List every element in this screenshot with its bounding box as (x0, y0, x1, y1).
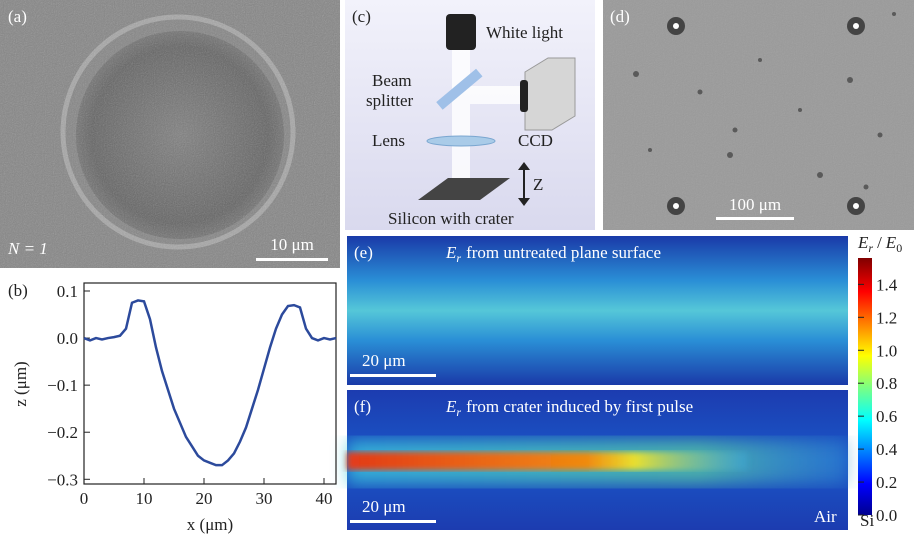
panel-a: (a) N = 1 10 μm (0, 0, 340, 268)
colorbar-scale (858, 258, 872, 515)
y-tick-label: −0.2 (47, 423, 78, 442)
x-tick-label: 40 (316, 489, 333, 508)
panel-d: (d) 100 μm (603, 0, 914, 230)
panel-label: (c) (352, 7, 371, 26)
noise (603, 0, 914, 230)
scale-bar (350, 520, 436, 523)
beam-core (347, 452, 747, 470)
label: White light (486, 23, 563, 42)
colorbar-tick-label: 1.4 (876, 275, 898, 294)
medium-label: Air (814, 507, 837, 526)
lamp (446, 14, 476, 50)
caption-text: from untreated plane surface (466, 243, 661, 262)
ccd-lens (520, 80, 528, 112)
symbol: E (885, 233, 897, 252)
colorbar-tick-label: 0.0 (876, 506, 897, 525)
panel-c: (c) White light Beam splitter Lens CCD Z… (345, 0, 595, 230)
caption: Er from crater induced by first pulse (445, 397, 693, 419)
symbol: E (445, 243, 457, 262)
label: splitter (366, 91, 414, 110)
colorbar-tick-label: 0.8 (876, 374, 897, 393)
panel-f: (f) Er from crater induced by first pulse… (347, 390, 874, 530)
x-axis-label: x (μm) (187, 515, 233, 534)
colorbar-tick-label: 1.0 (876, 341, 897, 360)
symbol: E (857, 233, 869, 252)
symbol: E (445, 397, 457, 416)
subscript: r (456, 405, 461, 419)
y-axis-label: z (μm) (11, 361, 30, 406)
panel-label: (e) (354, 243, 373, 262)
subscript: 0 (896, 241, 902, 255)
panel-e: (e) Er from untreated plane surface 20 μm (347, 236, 848, 385)
arrow-head (518, 162, 530, 170)
scale-bar-label: 20 μm (362, 351, 406, 370)
y-tick-label: −0.1 (47, 376, 78, 395)
plot-frame (83, 282, 337, 485)
x-tick-label: 30 (256, 489, 273, 508)
particles (633, 12, 896, 190)
panel-label: (d) (610, 7, 630, 26)
colorbar-tick-label: 0.2 (876, 473, 897, 492)
y-tick-label: 0.1 (57, 282, 78, 301)
x-tick-label: 10 (136, 489, 153, 508)
subscript: r (456, 251, 461, 265)
data-line (83, 299, 337, 467)
panel-b: (b) x (μm) z (μm) 0 10 20 30 40 0.1 0.0 −0.1 −0.… (8, 281, 337, 534)
panel-label: (f) (354, 397, 371, 416)
caption-text: from crater induced by first pulse (466, 397, 693, 416)
sample (418, 178, 510, 200)
noise (0, 0, 340, 268)
light-beam (452, 50, 470, 186)
scale-bar (256, 258, 328, 261)
colorbar-tick-label: 1.2 (876, 308, 897, 327)
label: Z (533, 175, 543, 194)
beam-splitter (436, 68, 483, 110)
caption: Er from untreated plane surface (445, 243, 661, 265)
scale-bar (716, 217, 794, 220)
medium-label: Si (860, 511, 874, 530)
light-beam (470, 86, 525, 104)
x-tick-label: 0 (80, 489, 89, 508)
label: Silicon with crater (388, 209, 514, 228)
colorbar-tick-label: 0.4 (876, 440, 898, 459)
ccd (524, 57, 576, 131)
x-tick-label: 20 (196, 489, 213, 508)
panel-label: (a) (8, 7, 27, 26)
panel-label: (b) (8, 281, 28, 300)
scale-bar (350, 374, 436, 377)
scale-bar-label: 10 μm (270, 235, 314, 254)
field-map (347, 236, 848, 385)
craters (667, 17, 865, 215)
colorbar-tick-label: 0.6 (876, 407, 897, 426)
scale-bar-label: 100 μm (729, 195, 781, 214)
y-tick-label: −0.3 (47, 470, 78, 489)
y-tick-label: 0.0 (57, 329, 78, 348)
label: Lens (372, 131, 405, 150)
arrow-head (518, 198, 530, 206)
colorbar: Er / E0 0.00.20.40.60.81.01.21.4 (857, 233, 902, 525)
subscript: r (868, 241, 873, 255)
lens (426, 135, 496, 147)
scale-bar-label: 20 μm (362, 497, 406, 516)
label: Beam (372, 71, 412, 90)
colorbar-label: Er / E0 (857, 233, 902, 255)
label: CCD (518, 131, 553, 150)
annotation: N = 1 (7, 239, 48, 258)
separator: / (877, 233, 882, 252)
